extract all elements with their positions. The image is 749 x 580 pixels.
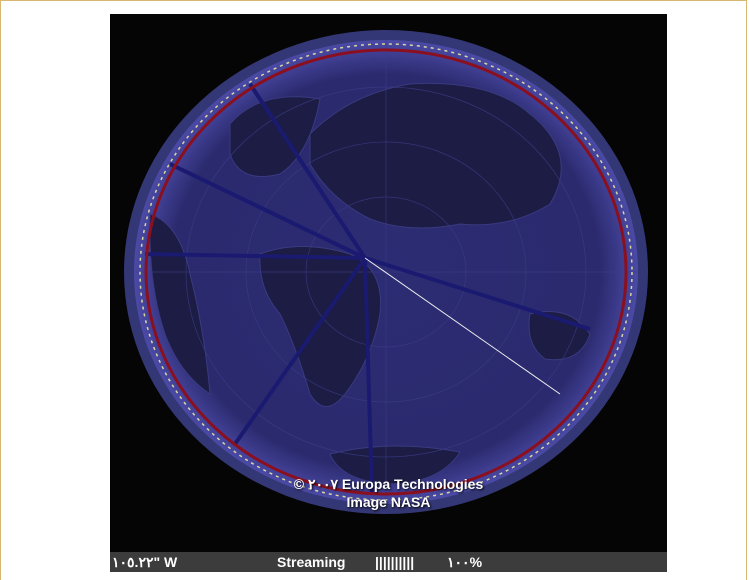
image-credit: Image NASA bbox=[346, 494, 431, 510]
progress: ١٠٠% bbox=[447, 554, 483, 570]
status-bar: ١٠٥.٢٢" W Streaming |||||||||| ١٠٠% bbox=[110, 552, 667, 572]
progress-bar: |||||||||| bbox=[375, 554, 415, 570]
globe bbox=[124, 30, 648, 514]
measure-line bbox=[364, 257, 561, 395]
coordinate: ١٠٥.٢٢" W bbox=[112, 554, 178, 570]
copyright: © ٢٠٠٧ Europa Technologies bbox=[293, 476, 484, 492]
globe-view[interactable]: © ٢٠٠٧ Europa Technologies Image NASA bbox=[110, 14, 667, 552]
graticule bbox=[134, 40, 638, 504]
boundary-circle bbox=[144, 48, 628, 496]
landmasses bbox=[149, 82, 591, 485]
streaming-label: Streaming bbox=[277, 554, 346, 570]
radial-lines bbox=[144, 82, 591, 495]
coastline-ring bbox=[139, 43, 633, 501]
